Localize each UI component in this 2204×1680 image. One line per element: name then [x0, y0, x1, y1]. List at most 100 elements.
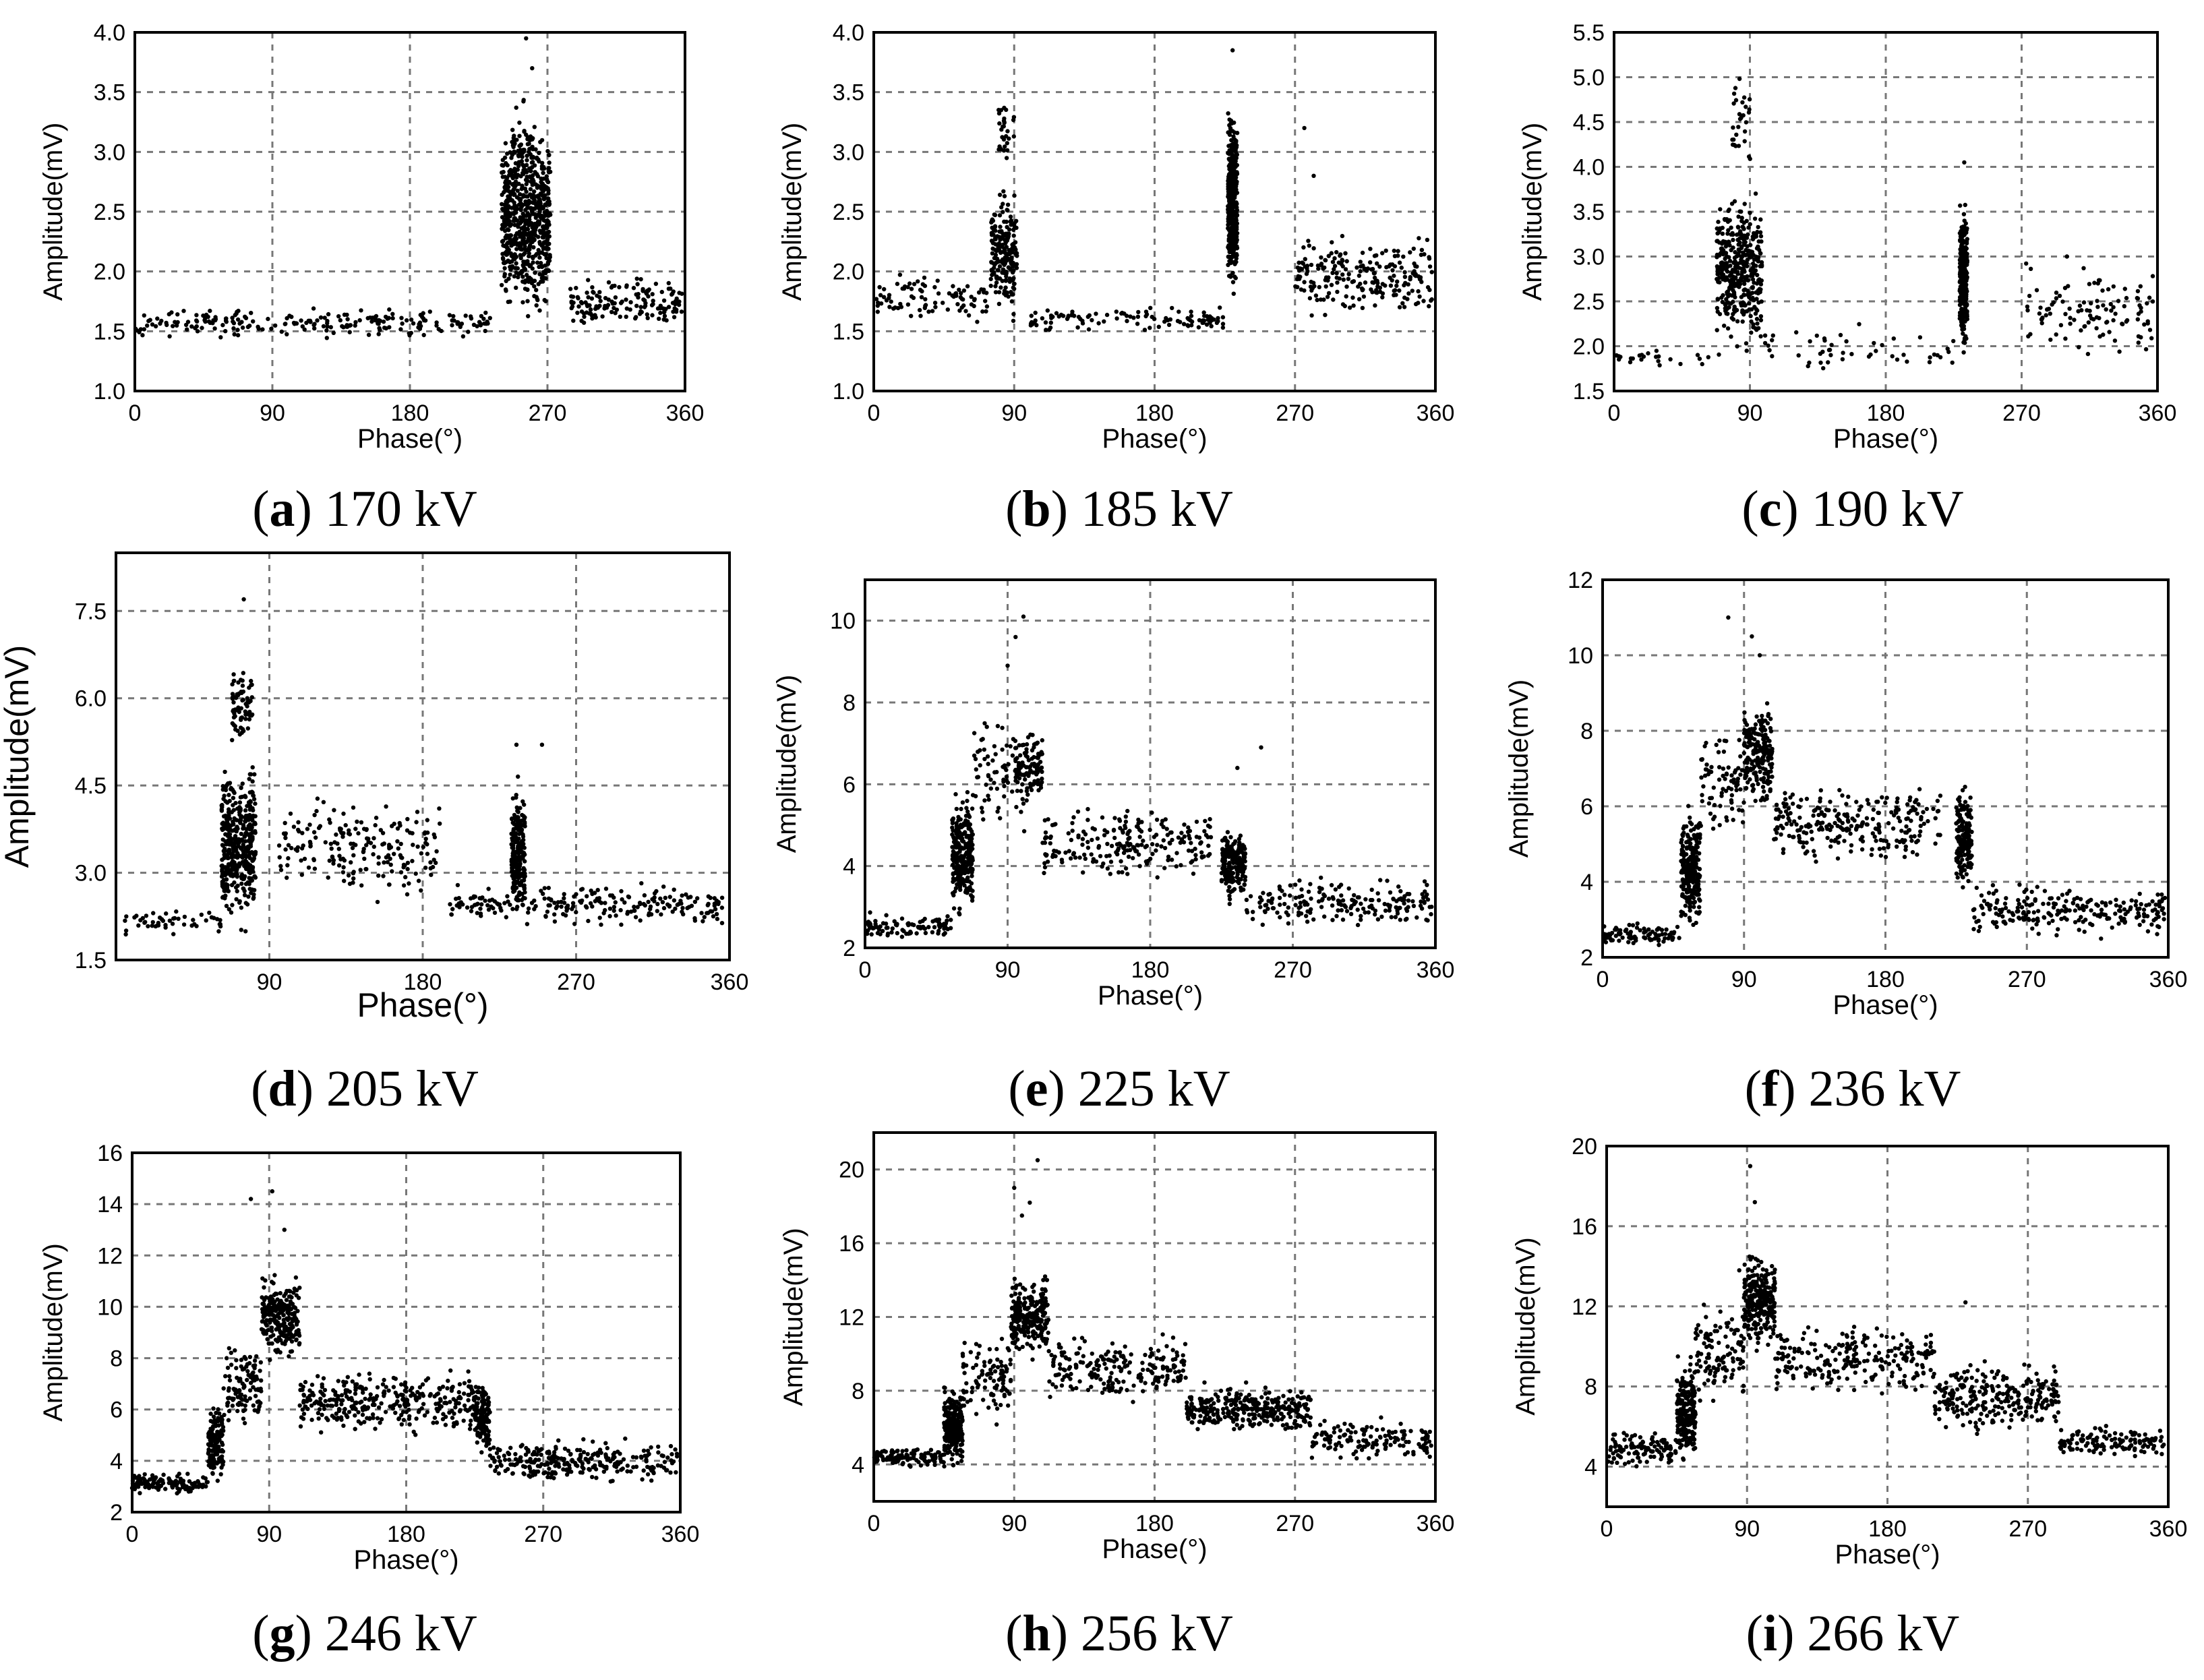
data-point: [521, 867, 526, 872]
data-point: [506, 194, 510, 199]
data-point: [364, 827, 369, 832]
data-point: [945, 927, 950, 932]
data-point: [1721, 274, 1726, 278]
data-point: [123, 928, 129, 933]
data-point: [405, 318, 409, 323]
data-point: [252, 820, 258, 825]
data-point: [520, 843, 525, 848]
data-point: [1641, 354, 1646, 359]
panel-letter: c: [1759, 481, 1782, 537]
panel-caption: (c) 190 kV: [1741, 481, 1963, 537]
data-point: [542, 886, 547, 891]
data-point: [1654, 355, 1659, 359]
data-point: [628, 909, 634, 914]
data-point: [655, 909, 659, 913]
data-point: [1770, 354, 1775, 359]
data-point: [902, 284, 907, 289]
y-tick-label: 4: [843, 854, 856, 880]
data-point: [628, 300, 633, 305]
data-point: [1392, 248, 1396, 253]
data-point: [1303, 257, 1308, 262]
data-point: [1015, 788, 1020, 793]
data-point: [502, 155, 508, 160]
data-point: [658, 896, 663, 901]
data-point: [996, 245, 1001, 249]
data-point: [1735, 224, 1741, 229]
data-point: [1961, 240, 1966, 245]
data-point: [937, 925, 943, 930]
y-axis-label: Amplitude(mV): [1518, 123, 1547, 301]
data-point: [1070, 829, 1075, 833]
data-point: [959, 291, 963, 296]
data-point: [661, 884, 666, 889]
data-point: [1657, 363, 1662, 367]
data-point: [250, 806, 255, 811]
data-point: [503, 205, 508, 210]
data-point: [541, 166, 547, 171]
data-point: [1000, 242, 1005, 247]
data-point: [875, 309, 881, 314]
data-point: [1427, 304, 1431, 309]
data-point: [1005, 148, 1010, 153]
data-point: [1756, 259, 1761, 264]
data-point: [648, 907, 653, 911]
data-point: [1092, 827, 1098, 832]
data-point: [1001, 119, 1007, 123]
data-point: [546, 885, 551, 891]
data-point: [2050, 302, 2054, 307]
data-point: [1202, 313, 1207, 318]
data-point: [1736, 214, 1741, 219]
data-point: [247, 790, 252, 795]
data-point: [2116, 299, 2121, 303]
data-point: [1715, 309, 1720, 314]
data-point: [400, 856, 405, 860]
data-point: [1716, 219, 1721, 224]
data-point: [1232, 237, 1237, 242]
data-point: [222, 883, 227, 888]
data-point: [1230, 280, 1236, 284]
data-point: [1326, 253, 1332, 258]
data-point: [1230, 175, 1236, 180]
data-point: [1737, 76, 1742, 82]
data-point: [233, 727, 238, 732]
data-point: [1427, 256, 1432, 261]
data-point: [988, 283, 993, 289]
data-point: [527, 219, 532, 224]
data-point: [899, 934, 905, 939]
data-point: [625, 911, 630, 916]
data-point: [1306, 239, 1311, 243]
data-point: [1748, 210, 1752, 215]
data-point: [1341, 277, 1346, 282]
y-tick-label: 4.0: [1573, 155, 1605, 181]
data-point: [249, 678, 254, 684]
data-point: [240, 325, 245, 330]
data-point: [1199, 850, 1204, 855]
data-point: [401, 883, 407, 888]
data-point: [614, 913, 618, 918]
data-point: [1727, 285, 1732, 290]
data-point: [515, 188, 520, 193]
data-point: [514, 237, 519, 241]
data-point: [182, 914, 187, 920]
data-point: [716, 900, 721, 905]
data-point: [520, 270, 525, 274]
data-point: [1086, 327, 1092, 332]
data-point: [325, 324, 330, 329]
data-point: [571, 904, 576, 909]
data-point: [1311, 173, 1316, 178]
data-point: [669, 292, 674, 297]
data-point: [512, 812, 517, 818]
data-point: [655, 901, 660, 907]
data-point: [506, 258, 510, 263]
data-point: [500, 256, 506, 261]
data-point: [174, 909, 179, 914]
data-point: [2104, 307, 2108, 312]
data-point: [527, 243, 533, 249]
data-point: [1048, 320, 1054, 325]
data-point: [392, 821, 396, 827]
data-point: [959, 806, 963, 812]
data-point: [509, 816, 514, 822]
data-point: [512, 222, 517, 227]
data-point: [1017, 743, 1022, 748]
data-point: [2150, 299, 2155, 304]
